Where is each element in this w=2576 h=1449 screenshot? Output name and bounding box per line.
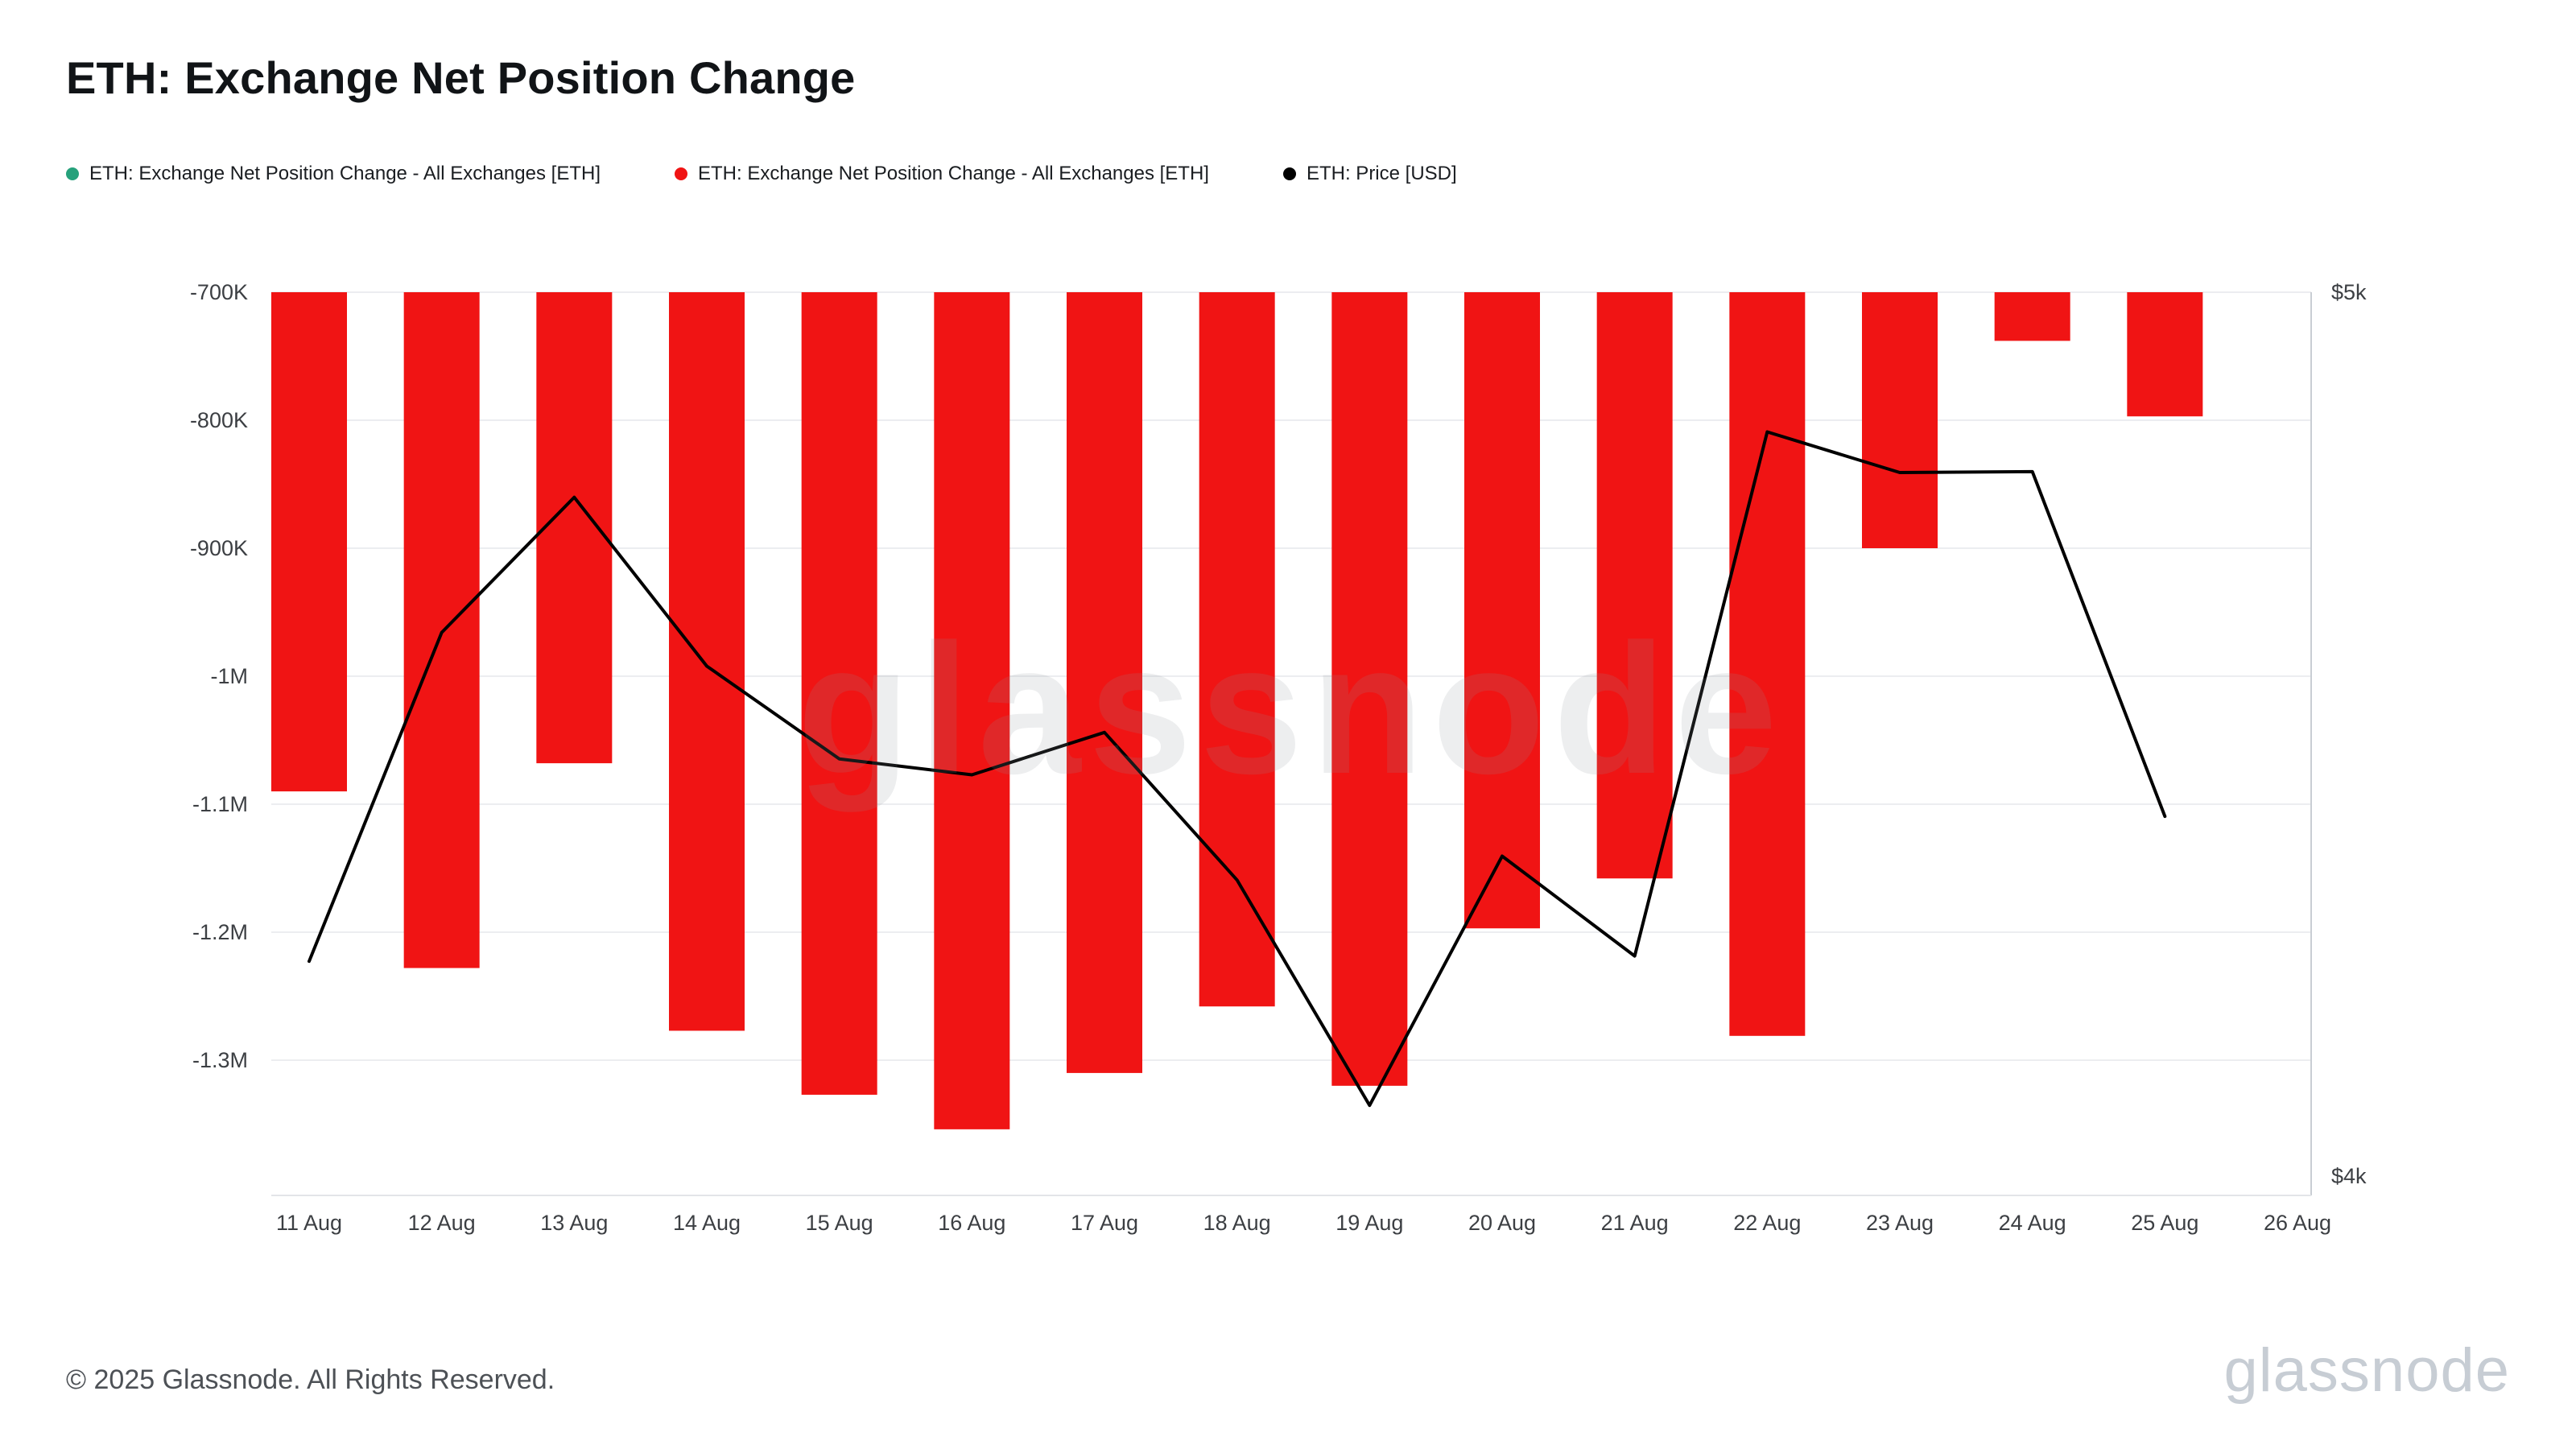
legend-label-price: ETH: Price [USD] <box>1306 163 1457 184</box>
price-series-dot-icon <box>1282 167 1296 180</box>
red-series-dot-icon <box>674 167 687 180</box>
x-axis-label: 11 Aug <box>276 1211 342 1235</box>
copyright-text: © 2025 Glassnode. All Rights Reserved. <box>66 1364 555 1395</box>
bar-22-aug <box>1729 292 1806 1036</box>
legend-item-price[interactable]: ETH: Price [USD] <box>1282 163 1457 185</box>
x-axis-label: 21 Aug <box>1601 1211 1669 1235</box>
y-axis-label: -800K <box>190 408 248 432</box>
x-axis-label: 26 Aug <box>2264 1211 2331 1235</box>
x-axis-label: 19 Aug <box>1335 1211 1403 1235</box>
y-axis-label: -1.3M <box>192 1048 248 1072</box>
bar-24-aug <box>1994 292 2070 341</box>
green-series-dot-icon <box>66 167 79 180</box>
bar-19-aug <box>1331 292 1408 1086</box>
x-axis-label: 17 Aug <box>1071 1211 1138 1235</box>
x-axis-label: 22 Aug <box>1733 1211 1801 1235</box>
right-axis-label: $4k <box>2331 1164 2367 1188</box>
bar-11-aug <box>271 292 347 792</box>
bar-14-aug <box>669 292 745 1031</box>
bar-25-aug <box>2127 292 2203 417</box>
legend-item-net-position-red[interactable]: ETH: Exchange Net Position Change - All … <box>674 163 1209 185</box>
x-axis-label: 23 Aug <box>1866 1211 1934 1235</box>
x-axis-label: 24 Aug <box>1999 1211 2066 1235</box>
bar-23-aug <box>1862 292 1938 548</box>
legend-item-net-position-green[interactable]: ETH: Exchange Net Position Change - All … <box>66 163 601 185</box>
bar-18-aug <box>1199 292 1275 1007</box>
x-axis-label: 16 Aug <box>938 1211 1005 1235</box>
bar-16-aug <box>934 292 1010 1129</box>
bar-15-aug <box>801 292 877 1095</box>
y-axis-label: -900K <box>190 536 248 560</box>
right-axis-label: $5k <box>2331 280 2367 304</box>
bar-17-aug <box>1067 292 1142 1073</box>
price-line <box>308 430 2167 1108</box>
bar-20-aug <box>1464 292 1540 929</box>
y-axis-label: -1.2M <box>192 920 248 944</box>
y-axis-label: -1.1M <box>192 792 248 816</box>
x-axis-label: 20 Aug <box>1468 1211 1536 1235</box>
bar-12-aug <box>403 292 480 968</box>
x-axis-label: 12 Aug <box>408 1211 476 1235</box>
bar-21-aug <box>1596 292 1673 879</box>
y-axis-label: -700K <box>190 280 248 304</box>
legend-label-net-position-red: ETH: Exchange Net Position Change - All … <box>697 163 1209 184</box>
glassnode-logo: glassnode <box>2223 1336 2510 1405</box>
x-axis-label: 25 Aug <box>2131 1211 2198 1235</box>
x-axis-label: 14 Aug <box>673 1211 741 1235</box>
x-axis-label: 13 Aug <box>540 1211 608 1235</box>
page-title: ETH: Exchange Net Position Change <box>66 52 856 103</box>
y-axis-label: -1M <box>211 664 249 688</box>
plot-area[interactable] <box>271 292 2311 1195</box>
watermark: glassnode <box>797 605 1785 812</box>
legend-label-net-position-green: ETH: Exchange Net Position Change - All … <box>89 163 601 184</box>
x-axis-label: 18 Aug <box>1203 1211 1271 1235</box>
legend: ETH: Exchange Net Position Change - All … <box>66 163 1457 185</box>
x-axis-label: 15 Aug <box>806 1211 873 1235</box>
